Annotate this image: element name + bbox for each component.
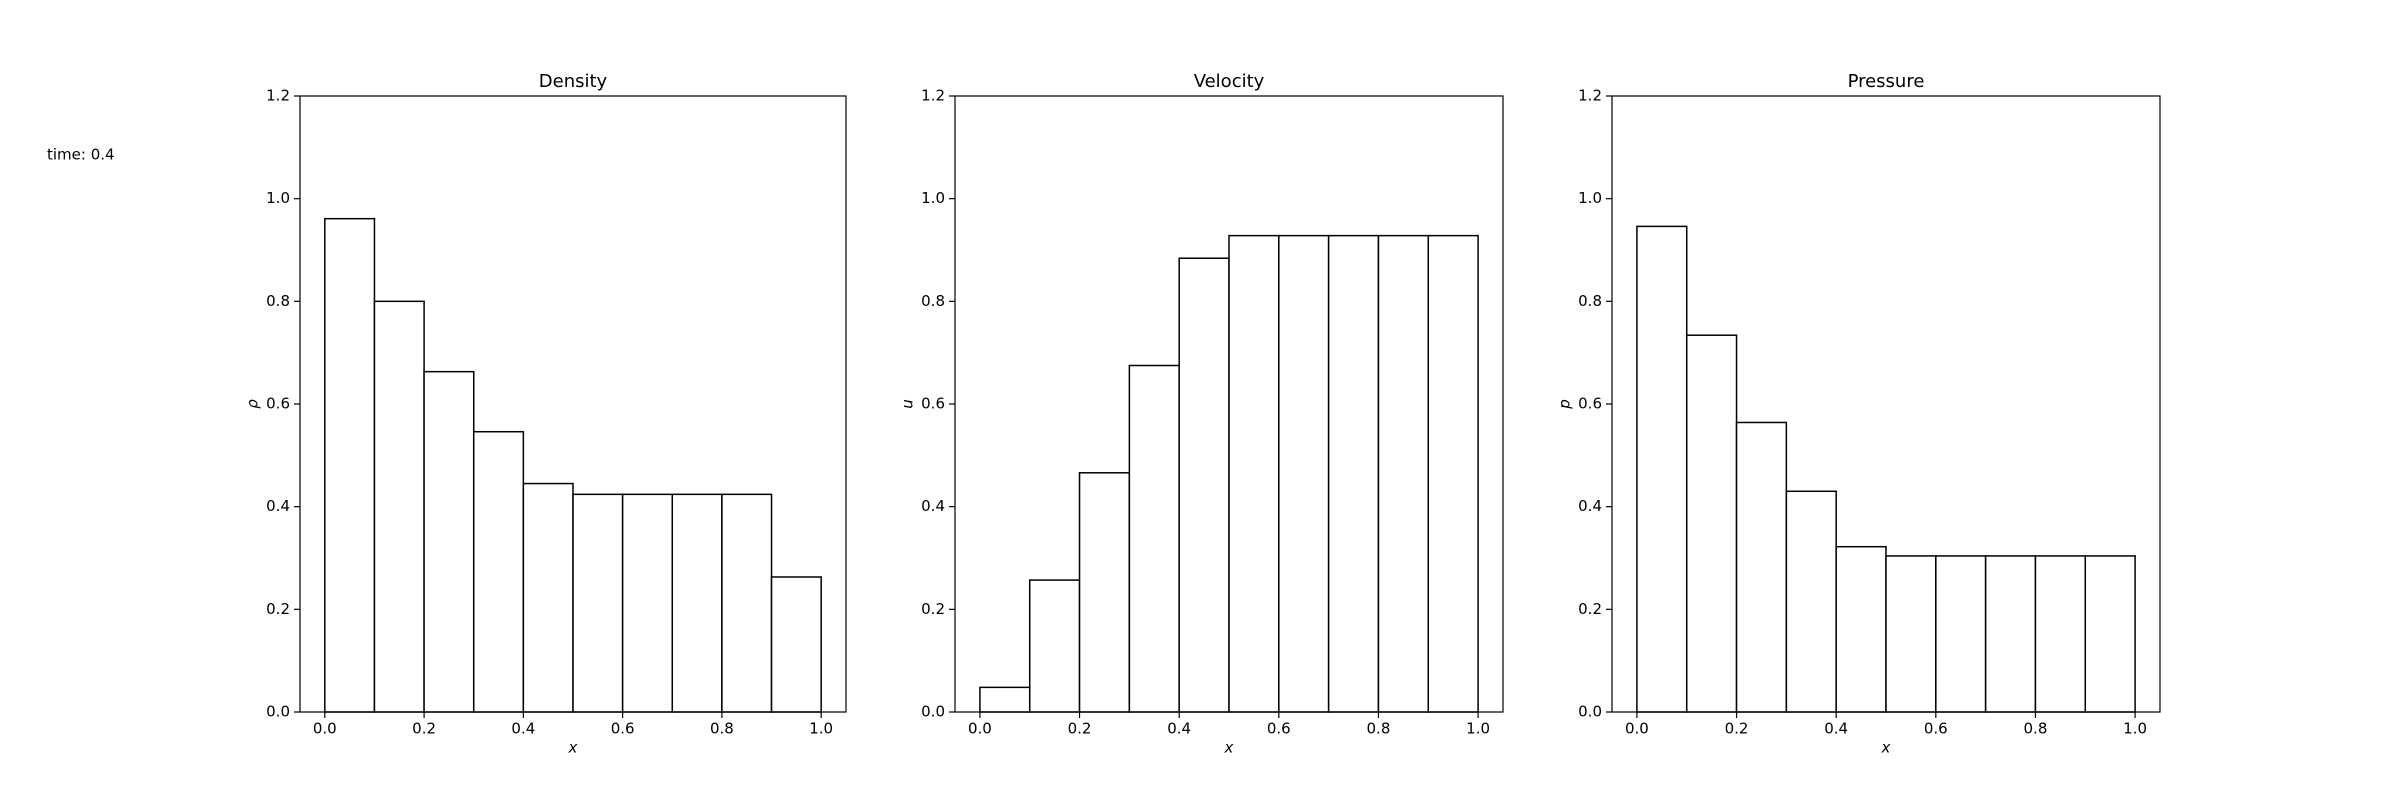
x-tick-label: 0.4 <box>511 720 535 738</box>
y-tick-label: 0.0 <box>1578 703 1602 721</box>
bar <box>522 482 574 713</box>
x-tick-label: 0.8 <box>710 720 734 738</box>
x-tick-label: 0.6 <box>1924 720 1948 738</box>
x-tick-label: 0.0 <box>1625 720 1649 738</box>
x-tick-label: 0.2 <box>1068 720 1092 738</box>
bar <box>1278 234 1330 713</box>
x-tick-label: 0.8 <box>1367 720 1391 738</box>
bar <box>1377 234 1430 713</box>
title: Pressure <box>1848 71 1925 92</box>
y-tick-label: 1.2 <box>266 87 290 105</box>
bar <box>1785 490 1837 713</box>
y-tick-label: 0.2 <box>921 600 945 618</box>
bar <box>1427 234 1479 713</box>
y-tick-label: 1.0 <box>921 189 945 207</box>
y-tick-label: 1.2 <box>921 87 945 105</box>
y-tick-label: 0.6 <box>921 395 945 413</box>
y-tick-label: 1.2 <box>1578 87 1602 105</box>
y-tick-label: 0.4 <box>921 497 945 515</box>
bar <box>423 370 475 713</box>
bar <box>2084 555 2136 713</box>
x-tick-label: 0.6 <box>611 720 635 738</box>
bar <box>770 576 822 713</box>
y-tick-label: 0.6 <box>266 395 290 413</box>
y-tick-label: 0.8 <box>1578 292 1602 310</box>
bar <box>1028 579 1081 713</box>
x-tick-label: 1.0 <box>809 720 833 738</box>
x-axis-label: x <box>1224 739 1234 757</box>
x-tick-label: 0.4 <box>1824 720 1848 738</box>
y-tick-label: 0.4 <box>1578 497 1602 515</box>
bar <box>1685 334 1738 713</box>
y-tick-label: 0.4 <box>266 497 290 515</box>
x-axis-label: x <box>568 739 578 757</box>
y-tick-label: 0.2 <box>266 600 290 618</box>
x-tick-label: 0.4 <box>1167 720 1191 738</box>
y-tick-label: 1.0 <box>1578 189 1602 207</box>
bar <box>1984 555 2037 713</box>
bar <box>2034 555 2087 713</box>
y-tick-label: 0.6 <box>1578 395 1602 413</box>
x-tick-label: 0.8 <box>2024 720 2048 738</box>
x-tick-label: 0.0 <box>968 720 992 738</box>
bar <box>671 493 723 713</box>
bar <box>1835 545 1887 713</box>
bar <box>324 217 376 713</box>
bar <box>572 493 624 713</box>
x-tick-label: 1.0 <box>1466 720 1490 738</box>
bar <box>1636 225 1688 713</box>
bar <box>1178 257 1230 713</box>
title: Velocity <box>1194 71 1265 92</box>
x-axis-label: x <box>1881 739 1891 757</box>
y-axis-label: p <box>1556 399 1574 410</box>
y-tick-label: 0.0 <box>266 703 290 721</box>
x-tick-label: 1.0 <box>2123 720 2147 738</box>
x-tick-label: 0.2 <box>412 720 436 738</box>
x-tick-label: 0.2 <box>1725 720 1749 738</box>
bar <box>1935 555 1987 713</box>
bar <box>1078 472 1131 713</box>
y-tick-label: 0.8 <box>921 292 945 310</box>
bar <box>1128 364 1180 713</box>
y-tick-label: 0.2 <box>1578 600 1602 618</box>
bar <box>1735 421 1788 713</box>
bar <box>1228 234 1280 713</box>
y-axis-label: u <box>899 399 917 409</box>
x-tick-label: 0.6 <box>1267 720 1291 738</box>
y-tick-label: 0.8 <box>266 292 290 310</box>
bar <box>721 493 773 713</box>
time-annotation: time: 0.4 <box>47 146 115 164</box>
bar <box>979 686 1031 713</box>
bar <box>621 493 674 713</box>
y-tick-label: 1.0 <box>266 189 290 207</box>
y-axis-label: ρ <box>244 399 262 409</box>
bar <box>373 300 425 713</box>
bar <box>1885 555 1937 713</box>
x-tick-label: 0.0 <box>313 720 337 738</box>
bar <box>472 430 525 713</box>
bar <box>1327 234 1380 713</box>
y-tick-label: 0.0 <box>921 703 945 721</box>
title: Density <box>539 71 608 92</box>
